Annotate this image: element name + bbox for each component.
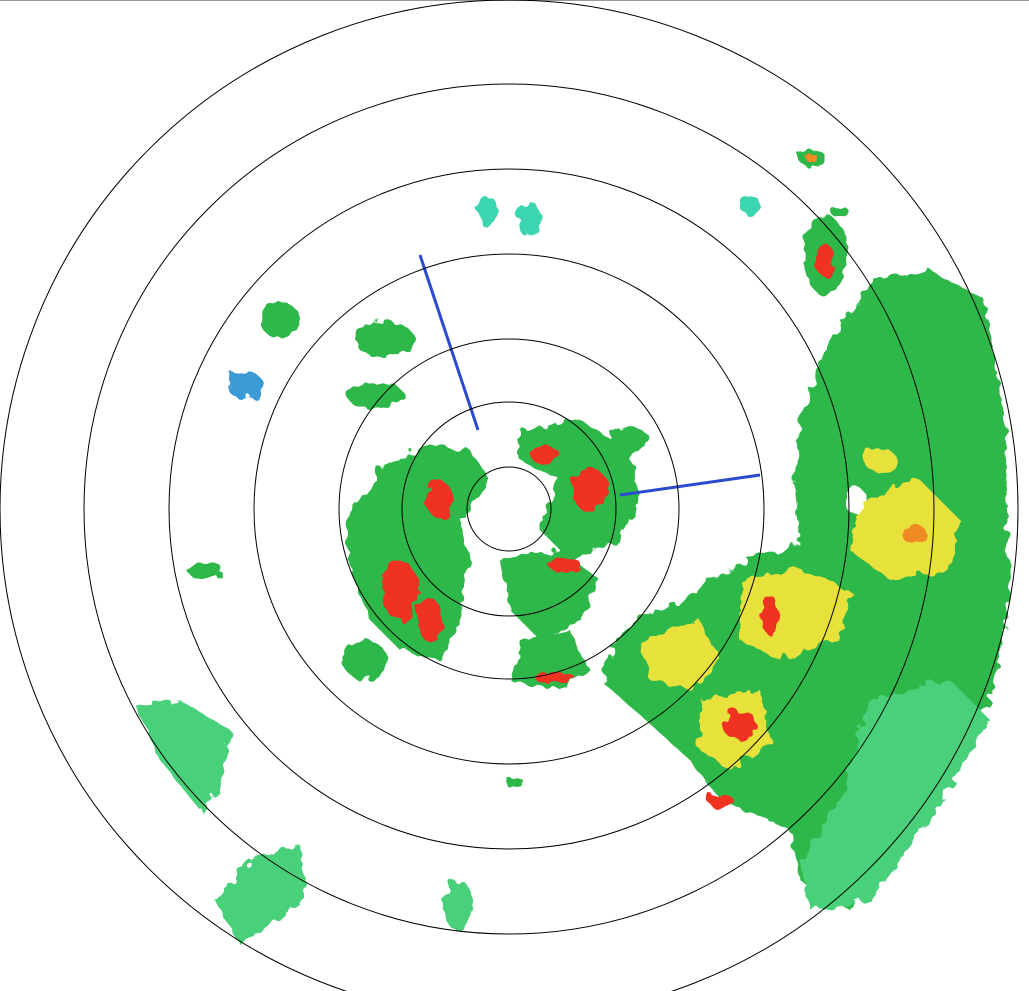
echoes (135, 150, 1010, 945)
echo-peak (806, 154, 818, 162)
echo-region (518, 202, 542, 238)
spoke-artifact (619, 473, 761, 497)
echo-region (800, 680, 990, 910)
echo-region (187, 562, 223, 578)
echo-region (478, 196, 498, 228)
echo-peak (531, 445, 559, 465)
echo-region (345, 445, 490, 660)
range-ring (83, 83, 935, 935)
range-ring (401, 401, 617, 617)
echo-region (610, 428, 650, 452)
echo-region (260, 302, 300, 338)
echo-peak (815, 244, 835, 276)
echo-gap (845, 486, 865, 514)
echo-peak (708, 792, 732, 808)
echo-peak (382, 560, 418, 620)
echo-region (135, 700, 230, 810)
echo-peak (426, 482, 454, 518)
echo-region (500, 550, 600, 640)
range-ring (253, 253, 765, 765)
echo-region (832, 205, 848, 219)
echo-core (864, 448, 896, 472)
echo-region (215, 845, 305, 945)
echo-peak (572, 468, 608, 512)
echo-region (343, 640, 387, 680)
echo-region (355, 322, 415, 358)
spoke-artifact (418, 254, 480, 431)
echo-peak (722, 711, 758, 739)
echo-peak (549, 557, 581, 573)
range-ring (338, 338, 680, 680)
echo-region (740, 195, 760, 215)
range-ring (466, 466, 552, 552)
echo-peak (418, 598, 442, 642)
echo-region (227, 371, 263, 399)
echo-core (640, 620, 720, 690)
echo-region (444, 879, 472, 931)
echo-peak (762, 595, 778, 635)
echo-peak (903, 525, 927, 545)
echo-region (505, 779, 525, 787)
echo-peak (535, 672, 575, 684)
range-ring (168, 168, 850, 850)
echo-core (740, 570, 850, 660)
